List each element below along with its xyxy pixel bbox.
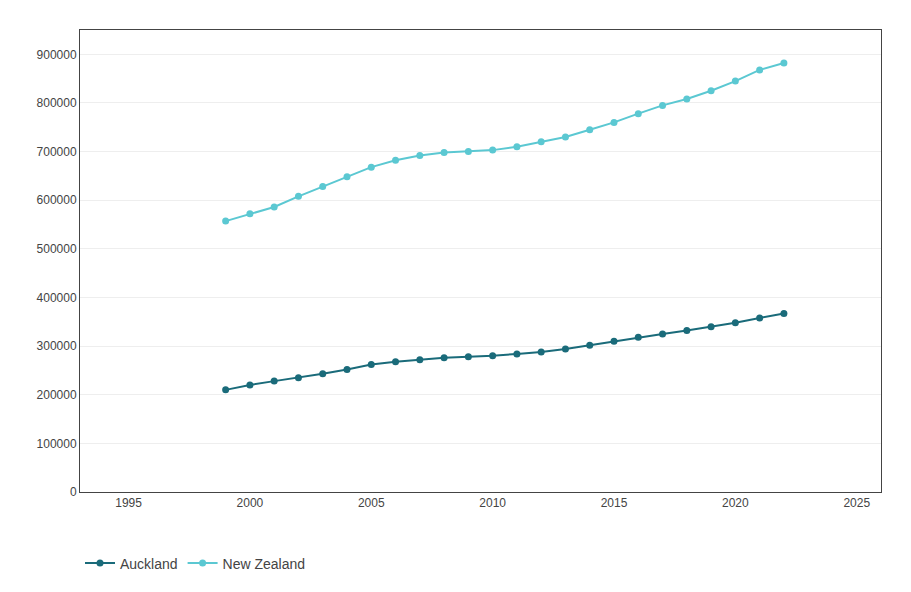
svg-text:2025: 2025 [843, 496, 870, 510]
svg-text:0: 0 [70, 485, 77, 499]
svg-text:600000: 600000 [37, 193, 77, 207]
svg-text:800000: 800000 [37, 96, 77, 110]
svg-text:700000: 700000 [37, 145, 77, 159]
svg-text:400000: 400000 [37, 291, 77, 305]
svg-text:900000: 900000 [37, 48, 77, 62]
svg-text:2010: 2010 [479, 496, 506, 510]
svg-text:2005: 2005 [358, 496, 385, 510]
svg-text:1995: 1995 [115, 496, 142, 510]
svg-text:300000: 300000 [37, 339, 77, 353]
svg-text:2000: 2000 [237, 496, 264, 510]
svg-text:2015: 2015 [601, 496, 628, 510]
svg-text:2020: 2020 [722, 496, 749, 510]
svg-text:500000: 500000 [37, 242, 77, 256]
svg-text:100000: 100000 [37, 437, 77, 451]
svg-text:200000: 200000 [37, 388, 77, 402]
svg-text:New Zealand: New Zealand [223, 556, 306, 572]
svg-text:Auckland: Auckland [120, 556, 178, 572]
